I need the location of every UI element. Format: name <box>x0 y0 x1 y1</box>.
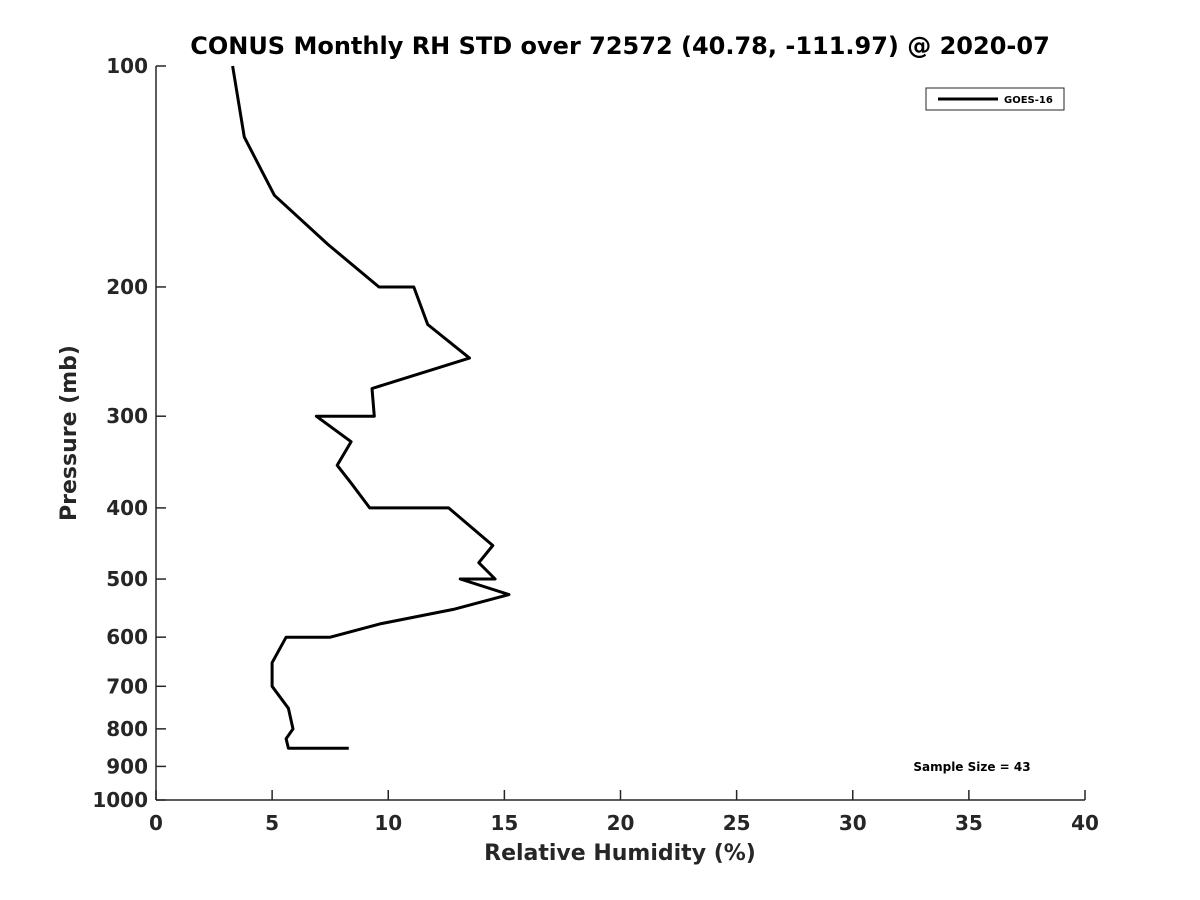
chart-title: CONUS Monthly RH STD over 72572 (40.78, … <box>190 32 1050 60</box>
y-tick-label: 500 <box>106 567 148 591</box>
x-tick-label: 35 <box>955 811 983 835</box>
y-tick-label: 800 <box>106 717 148 741</box>
x-tick-label: 40 <box>1071 811 1099 835</box>
y-tick-label: 900 <box>106 754 148 778</box>
x-tick-label: 5 <box>265 811 279 835</box>
y-tick-label: 300 <box>106 404 148 428</box>
x-tick-label: 25 <box>723 811 751 835</box>
legend-label-goes-16: GOES-16 <box>1004 95 1053 106</box>
y-axis-label: Pressure (mb) <box>57 345 82 521</box>
series-layer <box>231 65 511 750</box>
series-line-goes-16 <box>231 65 511 750</box>
y-tick-label: 1000 <box>92 788 148 812</box>
legend: GOES-16 <box>925 87 1065 111</box>
y-tick-label: 200 <box>106 275 148 299</box>
x-axis-ticks: 0 5 10 15 20 25 30 35 40 <box>149 790 1099 835</box>
y-tick-label: 100 <box>106 54 148 78</box>
x-tick-label: 30 <box>839 811 867 835</box>
y-axis-ticks: 100 200 300 400 500 600 700 800 900 1000 <box>92 54 166 812</box>
plot-axes <box>155 66 1085 801</box>
y-tick-label: 700 <box>106 674 148 698</box>
x-axis-label: Relative Humidity (%) <box>484 841 756 866</box>
y-tick-label: 600 <box>106 625 148 649</box>
x-tick-label: 10 <box>374 811 402 835</box>
x-tick-label: 15 <box>490 811 518 835</box>
sample-size-annotation: Sample Size = 43 <box>913 760 1030 774</box>
y-tick-label: 400 <box>106 496 148 520</box>
x-tick-label: 20 <box>607 811 635 835</box>
x-tick-label: 0 <box>149 811 163 835</box>
